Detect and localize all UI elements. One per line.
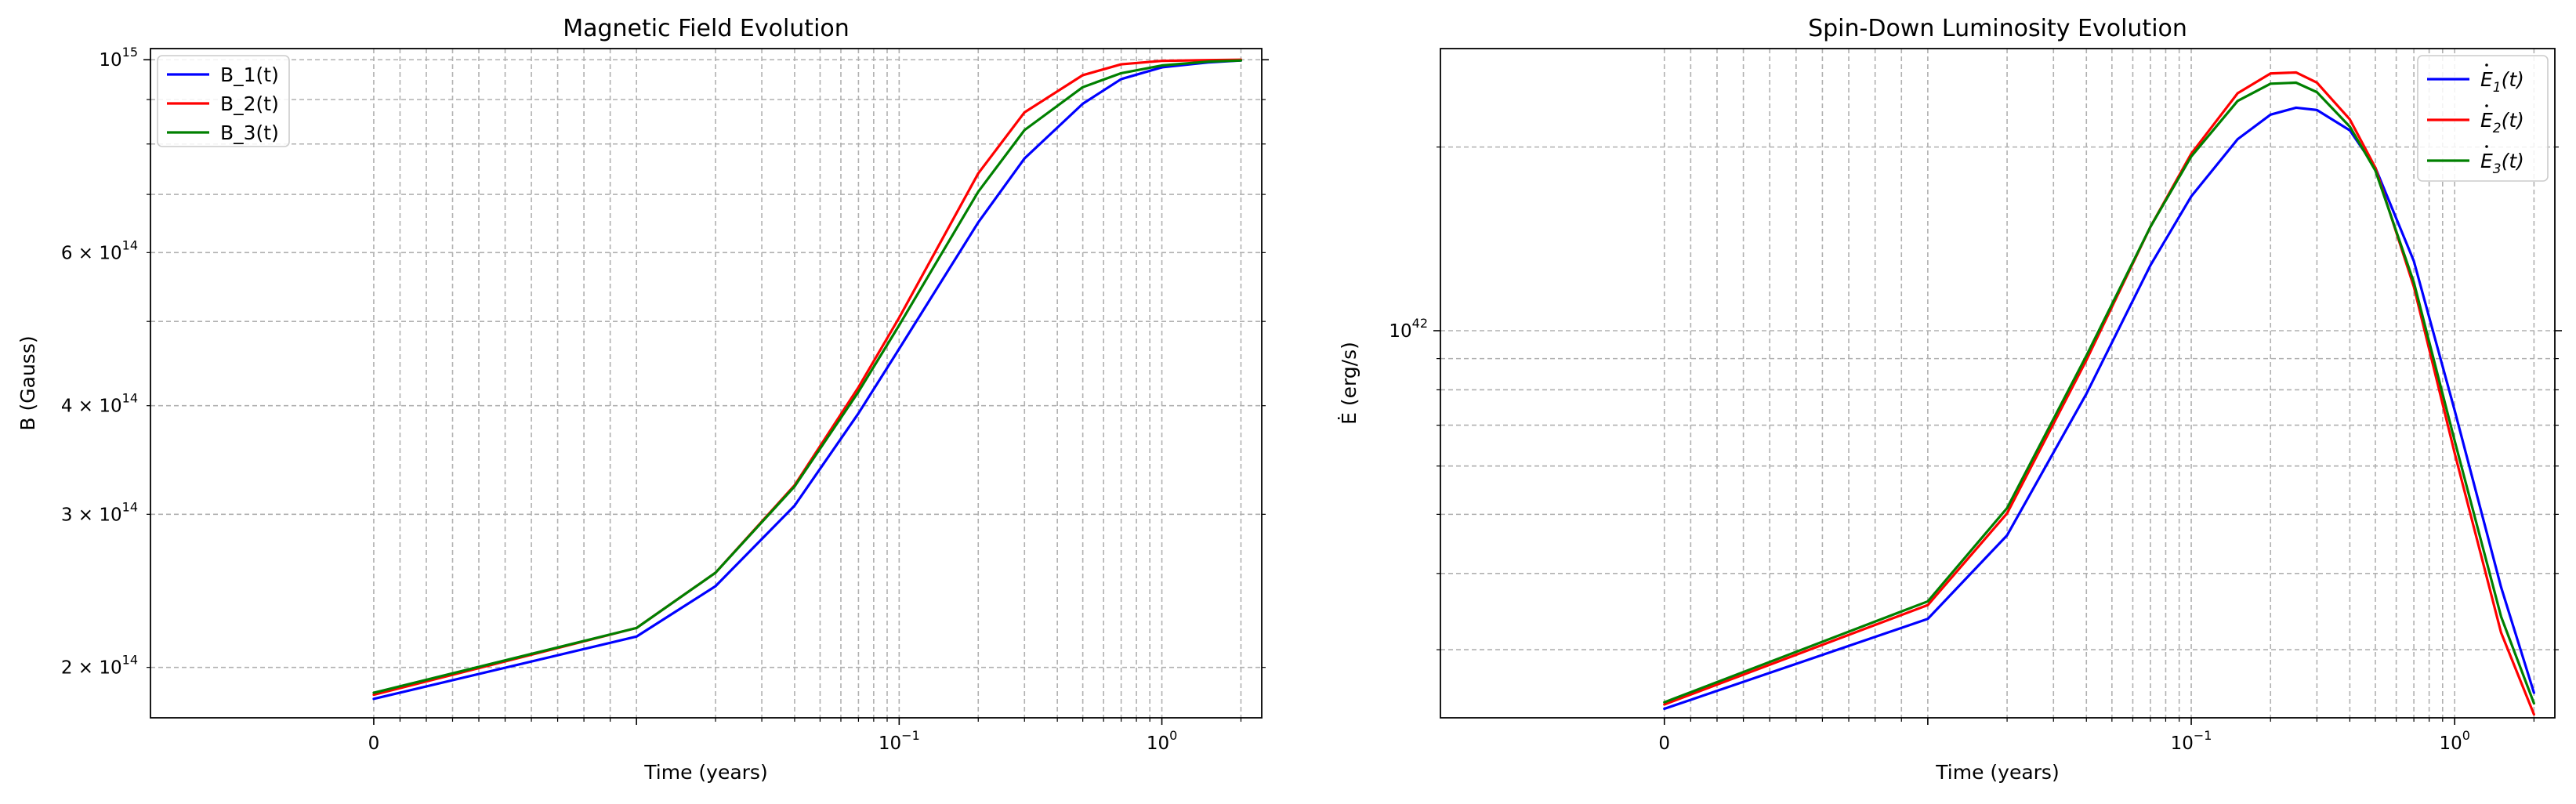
chart-1: 0 10−1 100 2 × 1014 3 × 1014 4 × 1014 6 × 1014… <box>16 15 1269 784</box>
x-tick-label: 0 <box>368 733 380 754</box>
x-tick-label: 100 <box>1147 728 1177 754</box>
chart-title: Magnetic Field Evolution <box>563 15 850 42</box>
legend-entry-1: B_1(t) <box>220 63 279 86</box>
legend-entry-2: B_2(t) <box>220 92 279 115</box>
legend: E1(t) E2(t) E3(t) <box>2417 55 2549 182</box>
series-line-1 <box>372 59 1243 701</box>
legend-box <box>2417 55 2549 182</box>
series <box>372 58 1243 701</box>
dot-accent <box>2485 63 2488 67</box>
x-tick-label: 10−1 <box>879 728 920 754</box>
series-line-3 <box>1663 81 2535 705</box>
x-axis-label: Time (years) <box>1935 761 2059 784</box>
legend-entry-2: E2(t) <box>2480 109 2524 136</box>
y-tick-label: 4 × 1014 <box>61 391 138 417</box>
y-tick-label: 1042 <box>1389 316 1428 342</box>
x-axis-label: Time (years) <box>643 761 767 784</box>
series-line-1 <box>1663 106 2535 711</box>
dot-accent <box>2485 104 2488 107</box>
y-tick-label: 3 × 1014 <box>61 499 138 525</box>
y-tick-label: 1015 <box>99 45 138 71</box>
y-axis-label: Ė (erg/s) <box>1338 342 1360 425</box>
series-line-3 <box>372 59 1243 694</box>
legend-box <box>157 55 290 147</box>
series <box>1663 71 2535 716</box>
legend-entry-1: E1(t) <box>2480 68 2524 96</box>
y-tick-label: 2 × 1014 <box>61 653 138 679</box>
tick-marks <box>1433 147 2562 725</box>
chart-2: 0 10−1 100 1042 Spin-Down Luminosity Evoluti… <box>1338 15 2562 784</box>
x-tick-label: 100 <box>2439 728 2469 754</box>
legend: B_1(t) B_2(t) B_3(t) <box>157 55 290 147</box>
x-tick-label: 10−1 <box>2171 728 2212 754</box>
grid <box>1440 49 2555 718</box>
series-line-2 <box>372 58 1243 697</box>
series-line-2 <box>1663 71 2535 716</box>
grid <box>150 49 1262 718</box>
y-tick-label: 6 × 1014 <box>61 237 138 263</box>
legend-entry-3: B_3(t) <box>220 121 279 144</box>
y-axis-label: B (Gauss) <box>16 335 39 430</box>
tick-marks <box>143 59 1269 725</box>
chart-title: Spin-Down Luminosity Evolution <box>1808 15 2187 42</box>
x-tick-label: 0 <box>1658 733 1670 754</box>
legend-entry-3: E3(t) <box>2480 150 2524 177</box>
axes-frame <box>150 48 1263 719</box>
axes-frame <box>1440 48 2556 719</box>
dot-accent <box>2485 145 2488 148</box>
